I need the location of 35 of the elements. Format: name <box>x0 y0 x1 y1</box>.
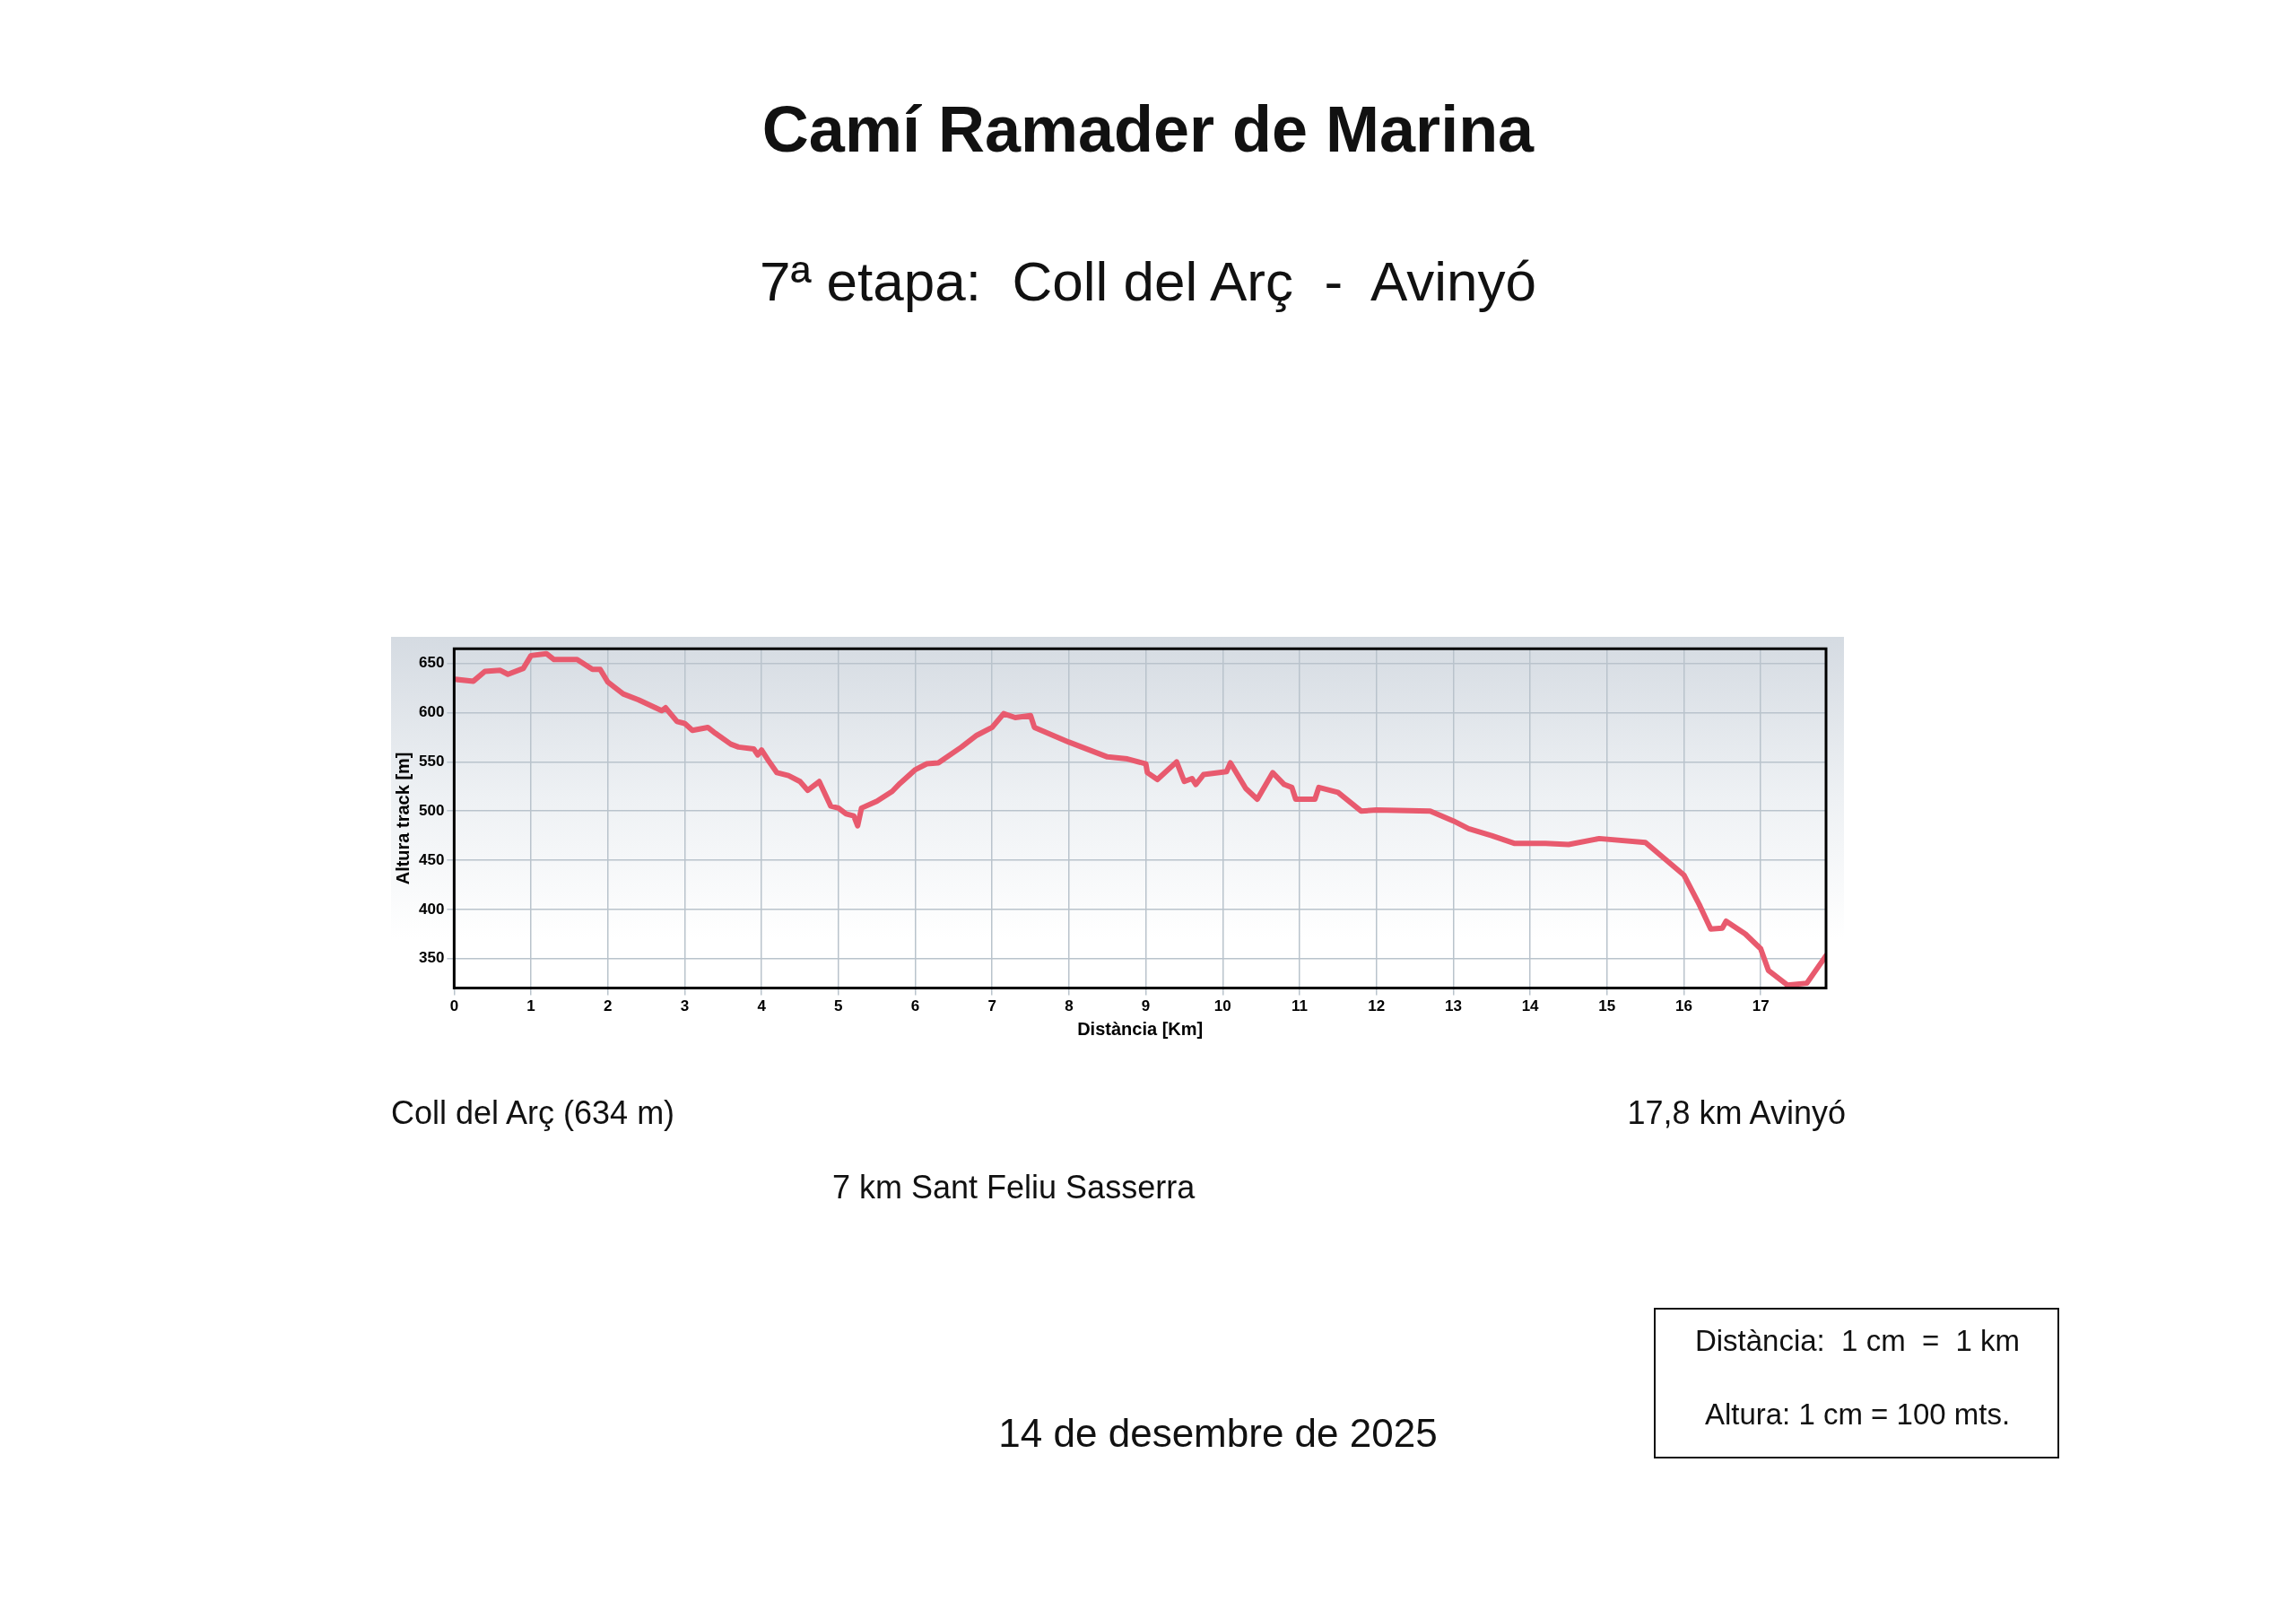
y-tick-label: 400 <box>418 900 445 918</box>
y-tick-label: 600 <box>418 703 445 721</box>
x-tick-label: 9 <box>1141 997 1151 1015</box>
x-tick-label: 7 <box>987 997 996 1015</box>
x-tick-label: 16 <box>1675 997 1692 1015</box>
x-tick-label: 4 <box>757 997 767 1015</box>
y-axis-title: Altura track [m] <box>392 752 413 885</box>
text: 14 de desembre de 2025 <box>997 1411 1439 1456</box>
x-tick-label: 8 <box>1065 997 1074 1015</box>
x-tick-label: 14 <box>1521 997 1540 1015</box>
x-axis-title: Distància [Km] <box>1077 1018 1204 1039</box>
chart-subtitle: 7ª etapa: Coll del Arç - Avinyó <box>758 249 1538 313</box>
y-tick-label: 550 <box>418 753 445 771</box>
y-tick-label: 450 <box>418 850 445 868</box>
chart-title: Camí Ramader de Marina <box>761 92 1535 166</box>
text: 7 km Sant Feliu Sasserra <box>832 1169 1196 1206</box>
text: Coll del Arç (634 m) <box>391 1094 675 1132</box>
text: Altura: 1 cm = 100 mts. <box>1703 1397 2012 1432</box>
text: 17,8 km Avinyó <box>1626 1094 1846 1132</box>
x-tick-label: 6 <box>910 997 920 1015</box>
x-tick-label: 2 <box>604 997 613 1015</box>
text: Distància: 1 cm = 1 km <box>1693 1324 2022 1358</box>
y-tick-label: 650 <box>418 654 445 672</box>
y-tick-label: 350 <box>418 949 445 967</box>
x-tick-label: 17 <box>1752 997 1770 1015</box>
x-tick-label: 3 <box>680 997 690 1015</box>
x-tick-label: 11 <box>1292 997 1308 1015</box>
x-tick-label: 12 <box>1368 997 1386 1015</box>
x-tick-label: 15 <box>1598 997 1616 1015</box>
y-tick-label: 500 <box>418 801 445 819</box>
x-tick-label: 10 <box>1213 997 1231 1015</box>
x-tick-label: 5 <box>834 997 843 1015</box>
x-tick-label: 1 <box>526 997 535 1015</box>
x-tick-label: 0 <box>449 997 459 1015</box>
x-tick-label: 13 <box>1444 997 1462 1015</box>
